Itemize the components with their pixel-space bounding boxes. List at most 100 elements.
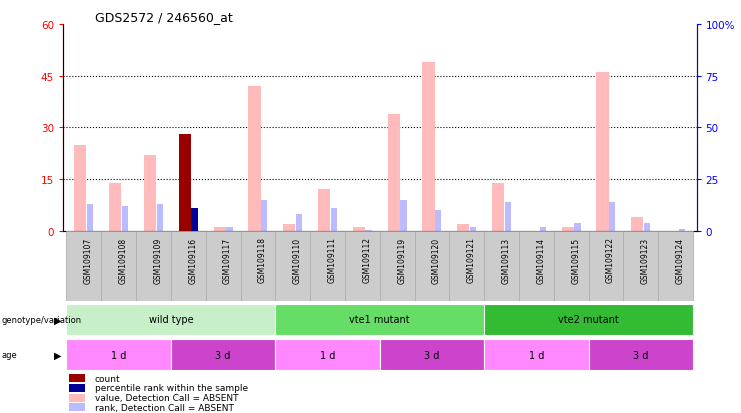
Bar bbox=[276, 231, 310, 301]
Bar bbox=[539, 227, 546, 231]
Bar bbox=[87, 204, 93, 231]
Text: ▶: ▶ bbox=[54, 350, 62, 360]
Text: GSM109117: GSM109117 bbox=[223, 237, 232, 283]
Bar bbox=[609, 202, 616, 231]
Text: GSM109110: GSM109110 bbox=[293, 237, 302, 283]
Bar bbox=[574, 223, 581, 231]
Bar bbox=[519, 231, 554, 301]
Text: rank, Detection Call = ABSENT: rank, Detection Call = ABSENT bbox=[95, 403, 233, 412]
Bar bbox=[67, 339, 171, 370]
Bar bbox=[70, 403, 85, 411]
Text: GSM109124: GSM109124 bbox=[676, 237, 685, 283]
Bar bbox=[261, 200, 268, 231]
Text: GSM109115: GSM109115 bbox=[571, 237, 580, 283]
Bar bbox=[156, 204, 163, 231]
Bar bbox=[379, 231, 414, 301]
Bar bbox=[206, 231, 241, 301]
Text: 3 d: 3 d bbox=[425, 350, 439, 360]
Bar bbox=[562, 228, 574, 231]
Text: 3 d: 3 d bbox=[216, 350, 230, 360]
Text: GSM109114: GSM109114 bbox=[536, 237, 545, 283]
Bar bbox=[588, 339, 693, 370]
Text: percentile rank within the sample: percentile rank within the sample bbox=[95, 383, 247, 392]
Bar bbox=[102, 231, 136, 301]
Text: GSM109118: GSM109118 bbox=[258, 237, 267, 283]
Bar bbox=[658, 231, 693, 301]
Bar bbox=[144, 156, 156, 231]
Bar bbox=[379, 339, 484, 370]
Bar bbox=[597, 73, 608, 231]
Bar bbox=[179, 135, 191, 231]
Bar bbox=[470, 227, 476, 231]
Bar bbox=[353, 228, 365, 231]
Bar bbox=[241, 231, 276, 301]
Bar bbox=[191, 209, 198, 231]
Text: count: count bbox=[95, 374, 120, 383]
Bar bbox=[276, 304, 484, 335]
Bar bbox=[318, 190, 330, 231]
Bar bbox=[365, 230, 372, 231]
Bar bbox=[122, 206, 128, 231]
Bar bbox=[588, 231, 623, 301]
Bar bbox=[136, 231, 171, 301]
Text: 1 d: 1 d bbox=[320, 350, 335, 360]
Bar bbox=[388, 114, 400, 231]
Bar bbox=[276, 339, 379, 370]
Bar bbox=[414, 231, 449, 301]
Bar bbox=[400, 200, 407, 231]
Bar bbox=[171, 231, 206, 301]
Text: 1 d: 1 d bbox=[111, 350, 127, 360]
Bar bbox=[70, 374, 85, 382]
Bar bbox=[213, 228, 226, 231]
Text: genotype/variation: genotype/variation bbox=[1, 315, 82, 324]
Bar bbox=[435, 211, 442, 231]
Text: age: age bbox=[1, 350, 17, 359]
Bar bbox=[74, 145, 87, 231]
Bar bbox=[554, 231, 588, 301]
Bar bbox=[226, 227, 233, 231]
Bar bbox=[484, 304, 693, 335]
Text: ▶: ▶ bbox=[54, 315, 62, 325]
Text: value, Detection Call = ABSENT: value, Detection Call = ABSENT bbox=[95, 393, 238, 402]
Bar bbox=[283, 224, 296, 231]
Text: GSM109108: GSM109108 bbox=[119, 237, 127, 283]
Bar bbox=[345, 231, 379, 301]
Text: vte2 mutant: vte2 mutant bbox=[558, 315, 619, 325]
Bar bbox=[631, 218, 643, 231]
Bar bbox=[70, 394, 85, 402]
Bar bbox=[67, 231, 102, 301]
Bar bbox=[457, 224, 469, 231]
Bar bbox=[310, 231, 345, 301]
Text: GSM109111: GSM109111 bbox=[328, 237, 336, 283]
Bar bbox=[449, 231, 484, 301]
Bar bbox=[623, 231, 658, 301]
Bar bbox=[109, 183, 122, 231]
Text: GDS2572 / 246560_at: GDS2572 / 246560_at bbox=[95, 11, 233, 24]
Bar bbox=[70, 384, 85, 392]
Bar bbox=[67, 304, 276, 335]
Bar bbox=[296, 215, 302, 231]
Text: GSM109112: GSM109112 bbox=[362, 237, 371, 283]
Text: GSM109119: GSM109119 bbox=[397, 237, 406, 283]
Text: GSM109116: GSM109116 bbox=[188, 237, 197, 283]
Bar bbox=[484, 339, 588, 370]
Bar bbox=[422, 63, 434, 231]
Bar bbox=[171, 339, 276, 370]
Text: GSM109109: GSM109109 bbox=[153, 237, 162, 283]
Text: vte1 mutant: vte1 mutant bbox=[350, 315, 410, 325]
Text: GSM109121: GSM109121 bbox=[467, 237, 476, 283]
Text: GSM109123: GSM109123 bbox=[641, 237, 650, 283]
Bar bbox=[492, 183, 504, 231]
Text: GSM109107: GSM109107 bbox=[84, 237, 93, 283]
Bar bbox=[330, 209, 337, 231]
Text: GSM109122: GSM109122 bbox=[606, 237, 615, 283]
Bar bbox=[505, 202, 511, 231]
Text: GSM109113: GSM109113 bbox=[502, 237, 511, 283]
Bar bbox=[644, 223, 651, 231]
Text: 3 d: 3 d bbox=[633, 350, 648, 360]
Text: 1 d: 1 d bbox=[529, 350, 544, 360]
Text: wild type: wild type bbox=[149, 315, 193, 325]
Bar bbox=[248, 87, 261, 231]
Bar bbox=[484, 231, 519, 301]
Bar bbox=[679, 229, 685, 231]
